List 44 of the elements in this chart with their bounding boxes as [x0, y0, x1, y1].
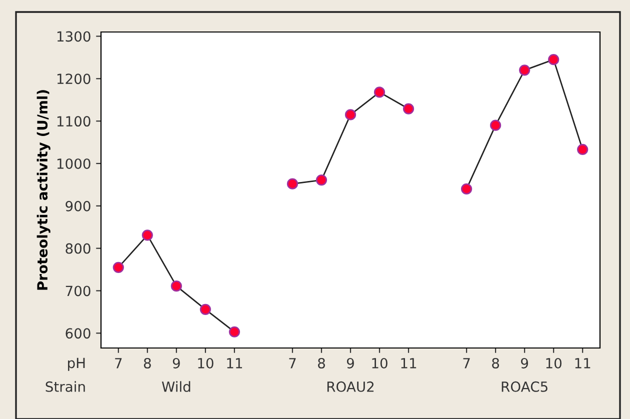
point — [200, 304, 211, 315]
x-tick-label: 9 — [172, 358, 180, 368]
y-axis-title: Proteolytic activity (U/ml) — [36, 90, 50, 290]
y-tick-label: 1100 — [57, 116, 90, 127]
x-tick-label: 8 — [492, 358, 500, 368]
y-tick-label: 700 — [66, 286, 90, 296]
x-tick-label: 11 — [227, 358, 242, 368]
text: ROAU2 — [327, 381, 374, 392]
point — [374, 86, 386, 98]
x-tick-label: 10 — [372, 358, 388, 368]
point — [577, 144, 588, 156]
point — [286, 178, 298, 190]
y-tick-label: 600 — [66, 328, 90, 339]
x-tick-label: 10 — [198, 358, 214, 368]
y-tick-label: 1200 — [57, 74, 90, 84]
x-tick-label: 9 — [346, 358, 354, 368]
point — [344, 109, 356, 120]
point — [170, 280, 182, 292]
point — [519, 64, 530, 76]
x-tick-label: 7 — [289, 358, 296, 368]
x-tick-label: 7 — [463, 358, 470, 368]
point — [316, 174, 328, 186]
y-tick-label: 1000 — [57, 158, 90, 169]
y-tick-label: 900 — [66, 200, 90, 212]
point — [112, 262, 124, 273]
text: Strain — [46, 381, 85, 392]
x-tick-label: 11 — [401, 358, 416, 368]
point — [460, 183, 472, 194]
x-tick-label: 7 — [115, 358, 122, 368]
x-tick-label: 10 — [546, 358, 562, 368]
point — [490, 120, 502, 131]
point — [402, 103, 414, 114]
text: pH — [68, 358, 85, 371]
y-tick-label: 800 — [66, 243, 90, 254]
text: ROAC5 — [502, 381, 548, 392]
x-tick-label: 8 — [144, 358, 151, 368]
x-tick-label: 11 — [575, 358, 590, 368]
text: Wild — [162, 381, 190, 392]
point — [548, 54, 560, 66]
point — [142, 230, 153, 241]
x-tick-label: 9 — [521, 358, 528, 368]
x-tick-label: 8 — [318, 358, 325, 368]
point — [228, 326, 240, 338]
y-tick-label: 1300 — [57, 31, 90, 42]
